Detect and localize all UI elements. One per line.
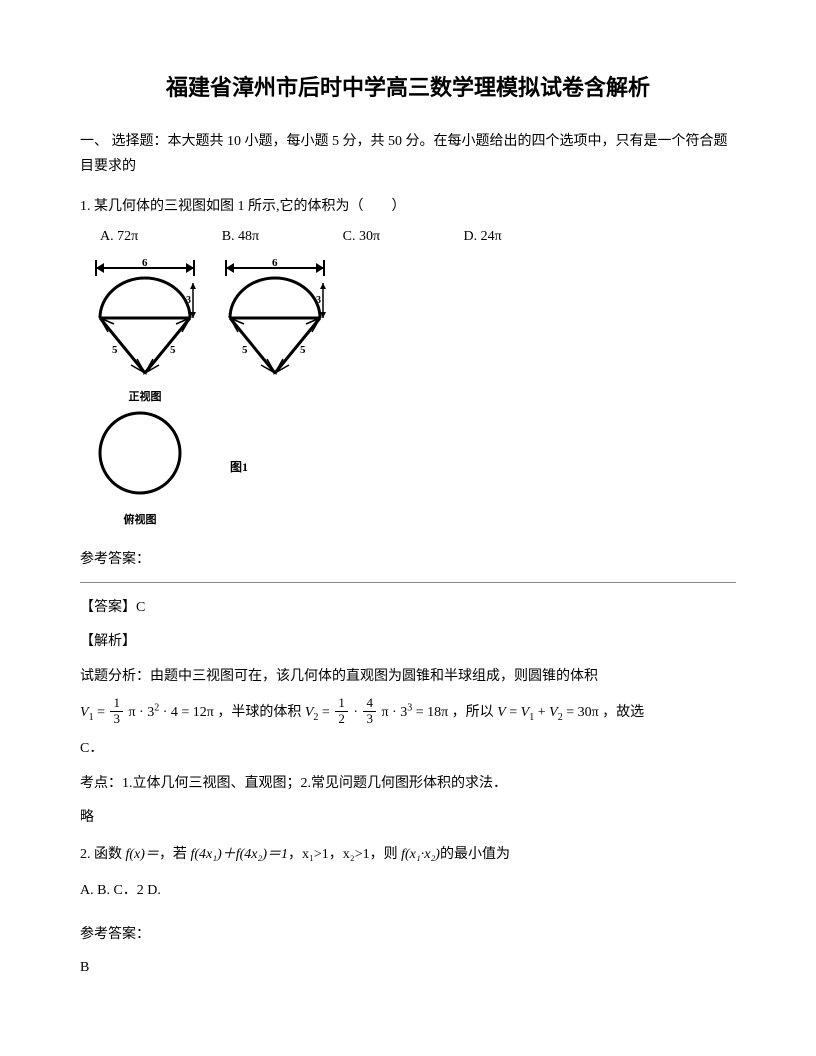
q1-options: A. 72π B. 48π C. 30π D. 24π bbox=[100, 226, 736, 248]
q1-lue: 略 bbox=[80, 807, 736, 829]
side-view: 6 3 5 5 . bbox=[220, 258, 330, 406]
q1-kaodian: 考点：1.立体几何三视图、直观图；2.常见问题几何图形体积的求法． bbox=[80, 771, 736, 798]
q2-stem: 2. 函数 f(x)＝，若 f(4x₁)＋f(4x₂)＝1，x₁>1，x₂>1，… bbox=[80, 844, 736, 866]
top-view: 俯视图 bbox=[90, 406, 190, 529]
q2-answer: B bbox=[80, 957, 736, 979]
dim-6: 6 bbox=[142, 258, 148, 269]
svg-text:3: 3 bbox=[316, 295, 321, 306]
section-heading: 一、 选择题：本大题共 10 小题，每小题 5 分，共 50 分。在每小题给出的… bbox=[80, 129, 736, 179]
svg-text:3: 3 bbox=[186, 295, 191, 306]
svg-text:5: 5 bbox=[170, 344, 176, 356]
q1-choice-b: B. 48π bbox=[222, 226, 299, 248]
q1-solution-l1: 试题分析：由题中三视图可在，该几何体的直观图为圆锥和半球组成，则圆锥的体积 bbox=[80, 664, 736, 691]
q1-choice-d: D. 24π bbox=[464, 226, 542, 248]
q1-choice-c: C. 30π bbox=[343, 226, 420, 248]
exam-title: 福建省漳州市后时中学高三数学理模拟试卷含解析 bbox=[80, 70, 736, 105]
q1-solution-c: C． bbox=[80, 736, 736, 763]
q1-answer: 【答案】C bbox=[80, 595, 736, 622]
q1-solution-eq: V1 = 13 π · 32 · 4 = 12π ，半球的体积 V2 = 12 … bbox=[80, 698, 736, 728]
q1-solution-head: 【解析】 bbox=[80, 629, 736, 656]
front-view: 6 3 5 5 正视图 bbox=[90, 258, 200, 406]
svg-text:5: 5 bbox=[112, 344, 118, 356]
svg-text:5: 5 bbox=[242, 344, 248, 356]
figure-number: 图1 bbox=[230, 458, 248, 477]
top-view-label: 俯视图 bbox=[90, 512, 190, 530]
q1-answer-label: 参考答案： bbox=[80, 549, 736, 571]
q2-options: A. B. C．2 D. bbox=[80, 880, 736, 902]
svg-text:6: 6 bbox=[272, 258, 278, 269]
front-view-label: 正视图 bbox=[90, 389, 200, 407]
q1-stem: 1. 某几何体的三视图如图 1 所示,它的体积为（ ） bbox=[80, 196, 736, 218]
svg-text:5: 5 bbox=[300, 344, 306, 356]
q2-answer-label: 参考答案： bbox=[80, 924, 736, 946]
divider bbox=[80, 582, 736, 583]
q1-choice-a: A. 72π bbox=[100, 226, 178, 248]
q1-figure: 6 3 5 5 正视图 bbox=[90, 258, 736, 529]
